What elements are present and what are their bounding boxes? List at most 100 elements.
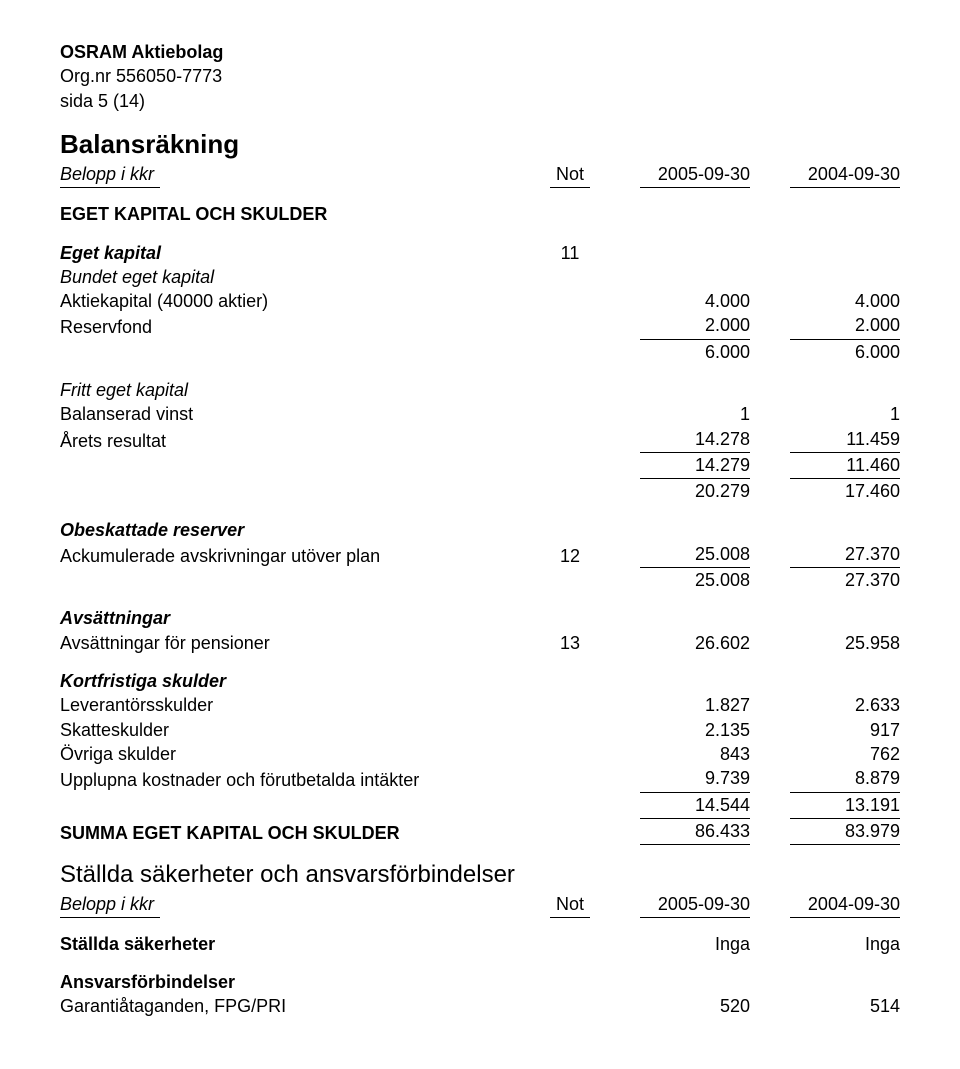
- table-row: Årets resultat 14.278 11.459: [60, 427, 900, 453]
- column-headers-2: Belopp i kkr Not 2005-09-30 2004-09-30: [60, 892, 900, 918]
- value-b: 25.958: [750, 631, 900, 655]
- table-row: Kortfristiga skulder: [60, 669, 900, 693]
- value-b: 514: [750, 994, 900, 1018]
- section-heading: EGET KAPITAL OCH SKULDER: [60, 202, 900, 226]
- table-row: Garantiåtaganden, FPG/PRI 520 514: [60, 994, 900, 1018]
- value-a: 4.000: [600, 289, 750, 313]
- table-row: Ställda säkerheter Inga Inga: [60, 932, 900, 956]
- value-a: 86.433: [640, 819, 750, 845]
- table-row: Eget kapital 11: [60, 241, 900, 265]
- value-a: 520: [600, 994, 750, 1018]
- note-number: 13: [540, 631, 600, 655]
- value-b: 27.370: [790, 542, 900, 568]
- table-row: Avsättningar: [60, 606, 900, 630]
- table-row: Fritt eget kapital: [60, 378, 900, 402]
- col-desc: Belopp i kkr: [60, 162, 160, 188]
- line-label: Aktiekapital (40000 aktier): [60, 289, 540, 313]
- table-row: Ackumulerade avskrivningar utöver plan 1…: [60, 542, 900, 568]
- table-row: Upplupna kostnader och förutbetalda intä…: [60, 766, 900, 792]
- value-a: 2.000: [640, 313, 750, 339]
- table-row: Skatteskulder 2.135 917: [60, 718, 900, 742]
- table-row: Avsättningar för pensioner 13 26.602 25.…: [60, 631, 900, 655]
- note-number: 11: [540, 241, 600, 265]
- table-row: Bundet eget kapital: [60, 265, 900, 289]
- line-label: Balanserad vinst: [60, 402, 540, 426]
- table-row: Balanserad vinst 1 1: [60, 402, 900, 426]
- subgroup-label: Bundet eget kapital: [60, 265, 540, 289]
- org-number: Org.nr 556050-7773: [60, 64, 900, 88]
- summa-label: SUMMA EGET KAPITAL OCH SKULDER: [60, 821, 540, 845]
- group-label: Eget kapital: [60, 241, 540, 265]
- value-a: 25.008: [600, 568, 750, 592]
- document-title: Balansräkning: [60, 127, 900, 162]
- column-headers: Belopp i kkr Not 2005-09-30 2004-09-30: [60, 162, 900, 188]
- subtotal-row: 25.008 27.370: [60, 568, 900, 592]
- line-label: Ackumulerade avskrivningar utöver plan: [60, 544, 540, 568]
- value-a: 843: [600, 742, 750, 766]
- value-a: 26.602: [600, 631, 750, 655]
- value-a: 6.000: [600, 340, 750, 364]
- line-label: Ställda säkerheter: [60, 932, 540, 956]
- line-label: Övriga skulder: [60, 742, 540, 766]
- value-b: 11.459: [790, 427, 900, 453]
- value-b: 17.460: [750, 479, 900, 503]
- table-row: Övriga skulder 843 762: [60, 742, 900, 766]
- table-row: Leverantörsskulder 1.827 2.633: [60, 693, 900, 717]
- value-b: 6.000: [750, 340, 900, 364]
- line-label: Garantiåtaganden, FPG/PRI: [60, 994, 540, 1018]
- value-b: 83.979: [790, 819, 900, 845]
- value-a: 14.279: [640, 453, 750, 479]
- line-label: Årets resultat: [60, 429, 540, 453]
- subtotal-row: 20.279 17.460: [60, 479, 900, 503]
- value-b: 8.879: [790, 766, 900, 792]
- table-row: Ansvarsförbindelser: [60, 970, 900, 994]
- page-indicator: sida 5 (14): [60, 89, 900, 113]
- subgroup-label: Fritt eget kapital: [60, 378, 540, 402]
- col-b: 2004-09-30: [790, 162, 900, 188]
- company-name: OSRAM Aktiebolag: [60, 40, 900, 64]
- value-b: 1: [750, 402, 900, 426]
- value-b: 13.191: [790, 793, 900, 819]
- summa-row: SUMMA EGET KAPITAL OCH SKULDER 86.433 83…: [60, 819, 900, 845]
- table-row: Obeskattade reserver: [60, 518, 900, 542]
- subtotal-row: 6.000 6.000: [60, 340, 900, 364]
- value-a: 25.008: [640, 542, 750, 568]
- value-b: 917: [750, 718, 900, 742]
- value-b: 762: [750, 742, 900, 766]
- value-b: 2.000: [790, 313, 900, 339]
- value-a: Inga: [600, 932, 750, 956]
- value-a: 1.827: [600, 693, 750, 717]
- value-a: 9.739: [640, 766, 750, 792]
- subtotal-row: 14.544 13.191: [60, 793, 900, 819]
- group-label: Avsättningar: [60, 606, 540, 630]
- value-a: 14.544: [640, 793, 750, 819]
- group-label: Obeskattade reserver: [60, 518, 540, 542]
- section2-heading: Ställda säkerheter och ansvarsförbindels…: [60, 859, 900, 891]
- col-b: 2004-09-30: [790, 892, 900, 918]
- col-not: Not: [550, 162, 590, 188]
- col-desc: Belopp i kkr: [60, 892, 160, 918]
- value-a: 14.278: [640, 427, 750, 453]
- col-a: 2005-09-30: [640, 162, 750, 188]
- value-b: 11.460: [790, 453, 900, 479]
- value-b: 4.000: [750, 289, 900, 313]
- col-a: 2005-09-30: [640, 892, 750, 918]
- value-a: 1: [600, 402, 750, 426]
- value-b: 27.370: [750, 568, 900, 592]
- value-a: 2.135: [600, 718, 750, 742]
- line-label: Skatteskulder: [60, 718, 540, 742]
- line-label: Leverantörsskulder: [60, 693, 540, 717]
- col-not: Not: [550, 892, 590, 918]
- group-label: Kortfristiga skulder: [60, 669, 540, 693]
- note-number: 12: [540, 544, 600, 568]
- line-label: Avsättningar för pensioner: [60, 631, 540, 655]
- subtotal-row: 14.279 11.460: [60, 453, 900, 479]
- value-a: 20.279: [600, 479, 750, 503]
- value-b: Inga: [750, 932, 900, 956]
- line-label: Reservfond: [60, 315, 540, 339]
- line-label: Upplupna kostnader och förutbetalda intä…: [60, 768, 540, 792]
- group-label: Ansvarsförbindelser: [60, 970, 540, 994]
- table-row: Reservfond 2.000 2.000: [60, 313, 900, 339]
- value-b: 2.633: [750, 693, 900, 717]
- table-row: Aktiekapital (40000 aktier) 4.000 4.000: [60, 289, 900, 313]
